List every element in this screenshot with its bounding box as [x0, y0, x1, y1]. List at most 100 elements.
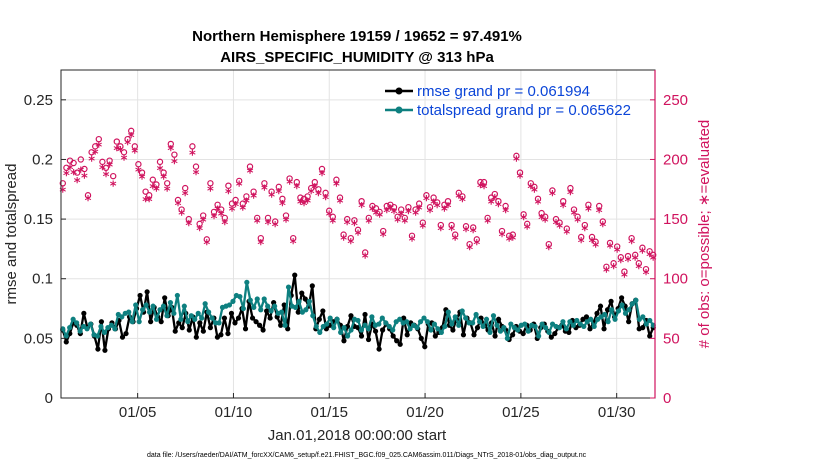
possible-obs-point — [524, 220, 531, 228]
rmse-point — [102, 347, 108, 353]
possible-obs-point — [235, 177, 243, 185]
evaluated-obs-point: * — [556, 221, 563, 236]
evaluated-obs-point: * — [337, 196, 344, 211]
totalspread-point — [386, 323, 392, 330]
rmse-point — [221, 315, 228, 321]
rmse-point — [401, 315, 407, 321]
possible-obs-point — [333, 176, 340, 183]
totalspread-point — [101, 329, 108, 335]
totalspread-point — [261, 296, 267, 302]
evaluated-obs-point: * — [167, 144, 174, 159]
possible-obs-point — [560, 197, 567, 205]
evaluated-obs-point: * — [639, 246, 646, 261]
totalspread-point — [313, 323, 319, 330]
possible-obs-point — [488, 194, 495, 201]
totalspread-point — [206, 309, 212, 315]
evaluated-obs-point: * — [193, 168, 200, 183]
evaluated-obs-point: * — [423, 194, 430, 209]
evaluated-obs-point: * — [358, 201, 365, 216]
possible-obs-point — [567, 184, 574, 192]
totalspread-point — [622, 310, 629, 316]
evaluated-obs-point: * — [243, 196, 250, 211]
possible-obs-point — [174, 196, 182, 204]
data-file-footnote: data file: /Users/raeder/DAI/ATM_forcXX/… — [147, 452, 587, 459]
rmse-point — [63, 339, 69, 345]
legend-totalspread-marker — [395, 106, 403, 114]
evaluated-obs-point: * — [391, 207, 398, 222]
possible-obs-point — [171, 151, 178, 158]
possible-obs-point — [574, 213, 581, 220]
possible-obs-point — [372, 205, 380, 212]
evaluated-obs-point: * — [308, 187, 315, 202]
rmse-point — [362, 311, 368, 318]
totalspread-point — [365, 326, 372, 332]
totalspread-point — [542, 325, 549, 331]
totalspread-point — [153, 316, 160, 322]
possible-obs-point — [538, 209, 545, 217]
possible-obs-point — [81, 165, 88, 173]
possible-obs-point — [178, 206, 185, 213]
rmse-point — [98, 319, 105, 325]
possible-obs-point — [113, 138, 121, 145]
possible-obs-point — [250, 188, 257, 195]
possible-obs-point — [207, 180, 214, 187]
rmse-point — [510, 332, 516, 338]
totalspread-point — [490, 313, 497, 319]
rmse-point — [179, 325, 185, 331]
totalspread-point — [470, 320, 476, 326]
evaluated-obs-point: * — [146, 195, 153, 210]
totalspread-point — [435, 326, 441, 332]
possible-obs-point — [344, 215, 351, 223]
totalspread-point — [167, 299, 174, 306]
left-axis-ticks: 0 0.05 0.1 0.15 0.2 0.25 — [24, 92, 66, 407]
totalspread-point — [424, 319, 431, 325]
right-tick-label: 200 — [663, 151, 688, 168]
evaluated-obs-point: * — [646, 250, 653, 265]
left-tick-label: 0.1 — [32, 271, 53, 288]
possible-obs-point — [480, 178, 488, 186]
totalspread-point — [133, 302, 139, 308]
possible-obs-point — [149, 176, 156, 183]
totalspread-point — [181, 303, 187, 309]
evaluated-obs-point: * — [279, 199, 286, 214]
possible-obs-point — [599, 218, 607, 225]
totalspread-point — [390, 327, 396, 333]
rmse-point — [253, 319, 259, 325]
possible-obs-point — [142, 188, 149, 195]
possible-obs-point — [531, 183, 538, 191]
possible-obs-point — [380, 227, 387, 235]
evaluated-obs-point: * — [362, 251, 369, 266]
evaluated-obs-point: * — [77, 165, 84, 180]
evaluated-obs-point: * — [153, 184, 160, 199]
rmse-point — [123, 330, 129, 337]
evaluated-obs-point: * — [481, 182, 488, 197]
evaluated-obs-point: * — [247, 167, 254, 182]
evaluated-obs-point: * — [621, 270, 628, 285]
evaluated-obs-point: * — [463, 225, 470, 240]
totalspread-point — [355, 317, 361, 324]
possible-obs-point — [268, 188, 275, 195]
possible-obs-point — [279, 195, 286, 203]
possible-obs-point — [542, 213, 549, 220]
totalspread-point — [327, 315, 333, 321]
evaluated-obs-point: * — [567, 188, 574, 203]
evaluated-obs-point: * — [121, 153, 128, 168]
evaluated-obs-point: * — [527, 182, 534, 197]
possible-obs-point — [606, 239, 614, 247]
rmse-point — [144, 289, 150, 295]
possible-obs-point — [243, 193, 250, 200]
evaluated-obs-point: * — [553, 218, 560, 233]
possible-obs-point — [196, 220, 203, 228]
possible-obs-point — [239, 200, 246, 207]
plot-area — [61, 70, 655, 398]
possible-obs-point — [581, 221, 589, 229]
totalspread-point — [605, 319, 611, 325]
possible-obs-point — [77, 156, 85, 163]
totalspread-point — [98, 323, 104, 330]
evaluated-obs-point: * — [632, 254, 639, 269]
totalspread-point — [588, 316, 594, 322]
totalspread-point — [317, 329, 323, 335]
totalspread-point — [629, 301, 636, 307]
left-tick-label: 0.05 — [24, 330, 53, 347]
